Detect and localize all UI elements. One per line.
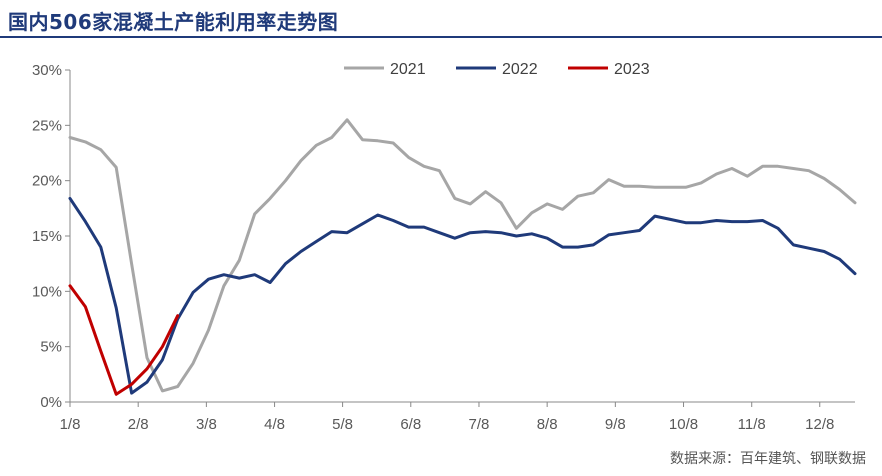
source-note: 数据来源：百年建筑、钢联数据 [670,451,866,467]
title-divider [0,36,882,38]
legend-label-2021: 2021 [390,61,426,78]
x-tick-label: 1/8 [60,416,81,433]
x-tick-label: 4/8 [264,416,285,433]
x-tick-label: 2/8 [128,416,149,433]
series-line-2021 [68,118,857,393]
x-tick-label: 9/8 [605,416,626,433]
y-tick-label: 30% [32,62,62,79]
chart-series [68,118,857,396]
y-tick-label: 15% [32,228,62,245]
chart-axes: 0% 5% 10% 15% 20% 25% 30% 1/8 2/8 3/8 4/8 5/8 6/8 7/8… [32,62,855,433]
y-tick-label: 20% [32,173,62,190]
chart-title: 国内506家混凝土产能利用率走势图 [8,10,339,34]
x-tick-label: 3/8 [196,416,217,433]
y-tick-label: 0% [40,394,62,411]
y-tick-label: 5% [40,339,62,356]
y-tick-label: 10% [32,283,62,300]
chart-legend: 2021 2022 2023 [344,61,650,78]
y-tick-label: 25% [32,117,62,134]
x-tick-label: 10/8 [669,416,698,433]
legend-label-2023: 2023 [614,61,650,78]
x-tick-label: 11/8 [738,416,766,433]
legend-label-2022: 2022 [502,61,538,78]
x-tick-label: 7/8 [469,416,490,433]
x-tick-label: 12/8 [805,416,834,433]
series-line-2022 [68,196,857,395]
x-tick-label: 8/8 [537,416,558,433]
x-tick-label: 5/8 [332,416,353,433]
x-tick-label: 6/8 [400,416,421,433]
series-line-2023 [68,284,180,396]
